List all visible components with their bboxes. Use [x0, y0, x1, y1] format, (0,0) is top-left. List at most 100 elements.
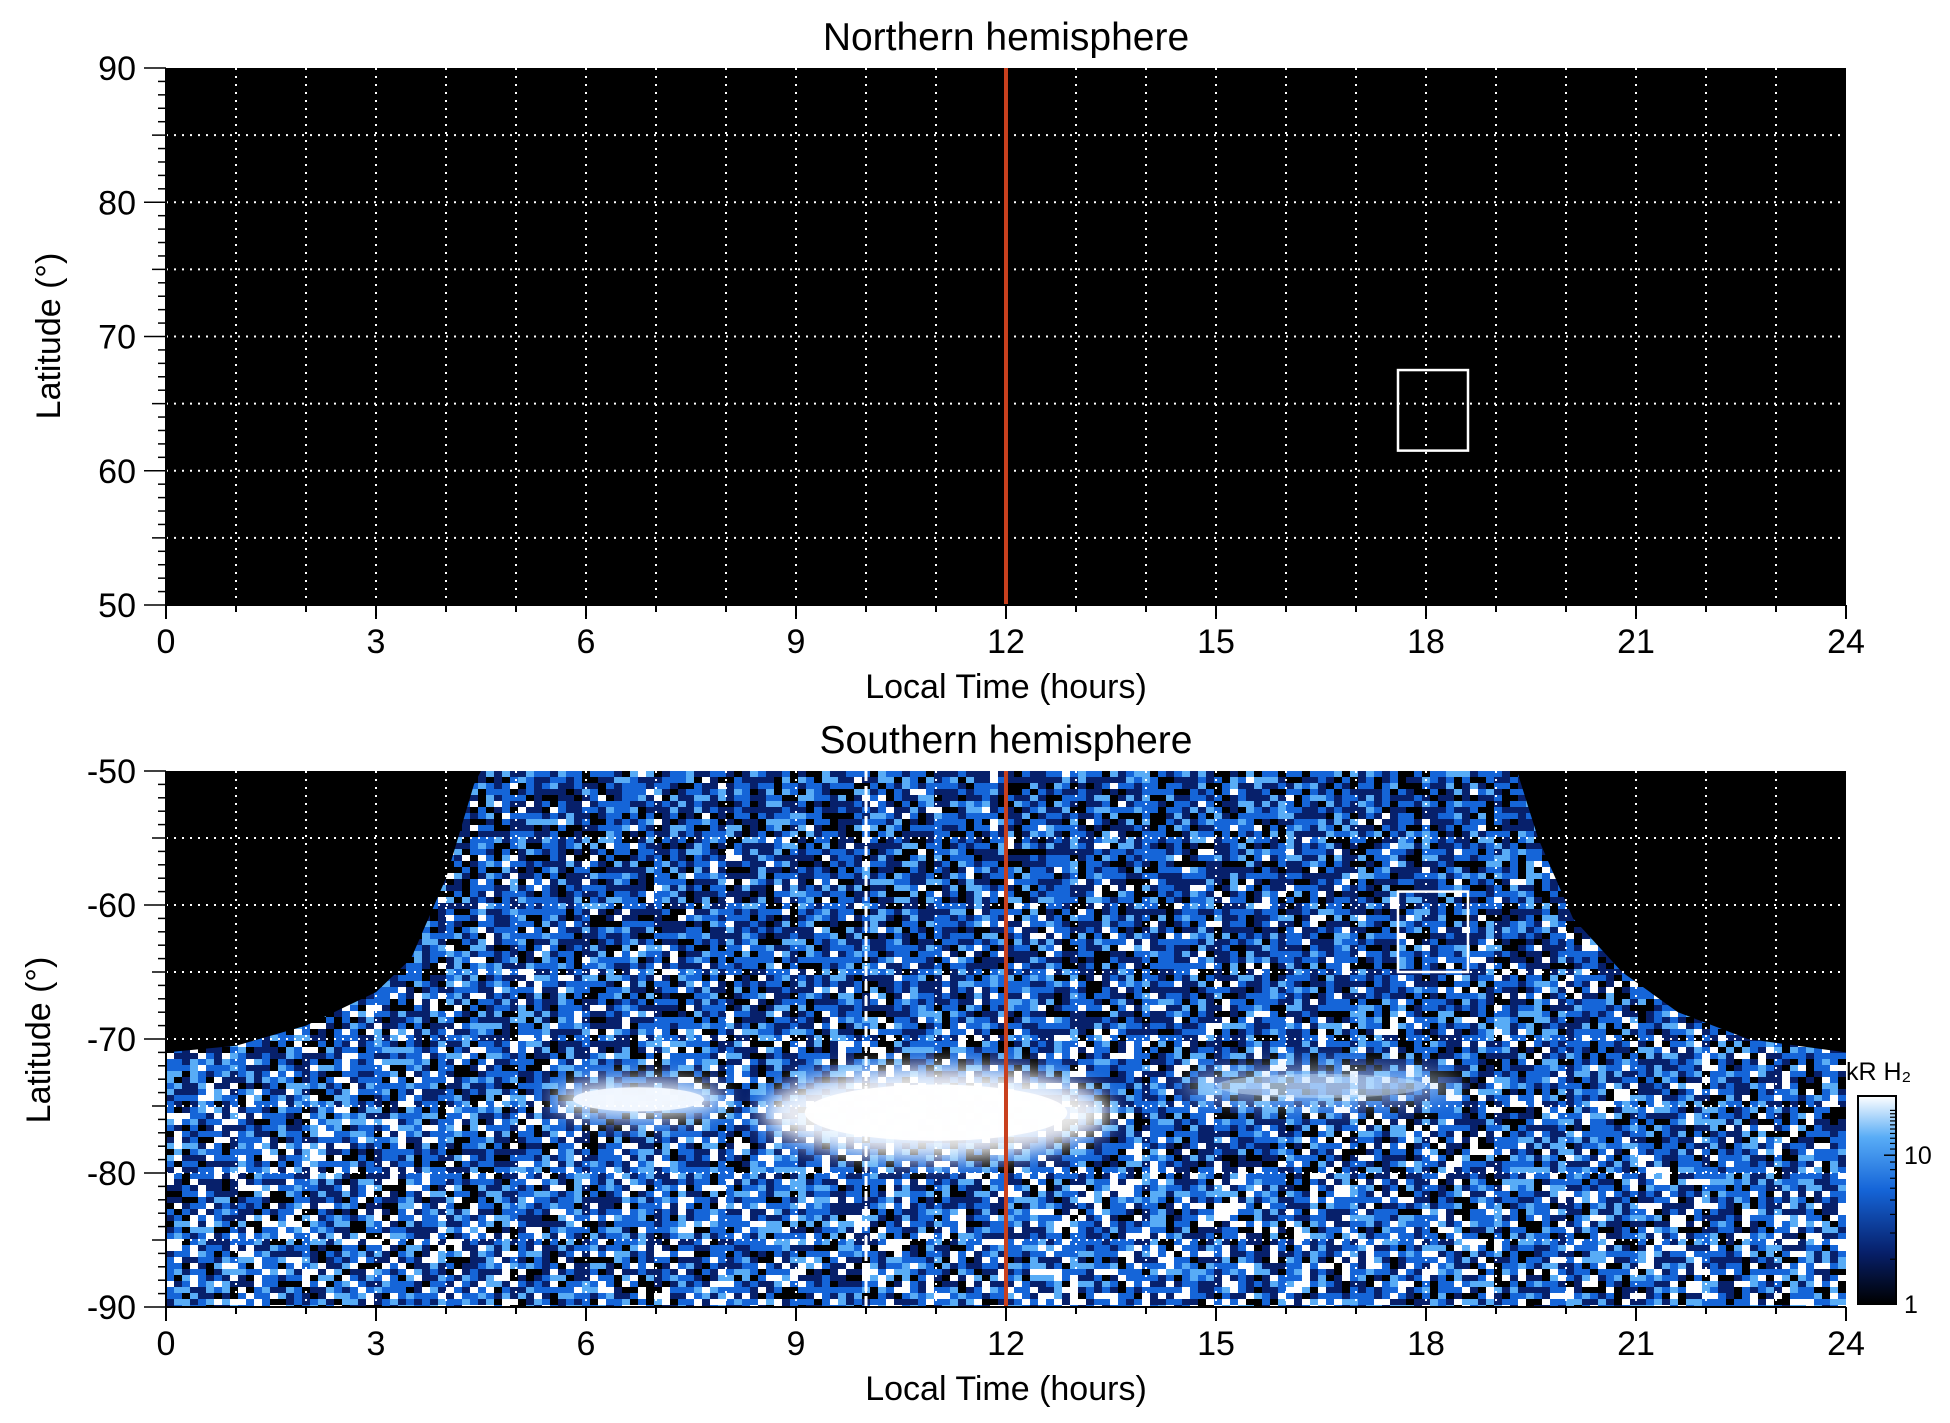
heatmap-cell [846, 807, 854, 813]
heatmap-cell [566, 843, 574, 849]
heatmap-cell [1470, 873, 1478, 879]
heatmap-cell [534, 849, 542, 855]
heatmap-cell [726, 879, 734, 885]
heatmap-cell [1334, 813, 1342, 819]
heatmap-cell [1326, 783, 1334, 789]
heatmap-cell [1430, 777, 1438, 783]
heatmap-cell [894, 795, 902, 801]
heatmap-cell [574, 807, 582, 813]
heatmap-cell [1470, 891, 1478, 897]
heatmap-cell [710, 807, 718, 813]
heatmap-cell [1518, 825, 1526, 831]
heatmap-cell [718, 843, 726, 849]
heatmap-cell [1174, 861, 1182, 867]
heatmap-cell [1134, 777, 1142, 783]
heatmap-cell [1262, 879, 1270, 885]
heatmap-cell [566, 825, 574, 831]
heatmap-cell [1046, 843, 1054, 849]
heatmap-cell [1478, 867, 1486, 873]
heatmap-cell [1310, 843, 1318, 849]
heatmap-cell [798, 813, 806, 819]
heatmap-cell [1494, 789, 1502, 795]
heatmap-cell [822, 879, 830, 885]
heatmap-cell [734, 843, 742, 849]
heatmap-cell [630, 867, 638, 873]
heatmap-cell [534, 795, 542, 801]
heatmap-cell [1062, 855, 1070, 861]
heatmap-cell [774, 831, 782, 837]
heatmap-cell [958, 807, 966, 813]
heatmap-cell [1470, 855, 1478, 861]
heatmap-cell [886, 795, 894, 801]
heatmap-cell [1094, 867, 1102, 873]
heatmap-cell [694, 849, 702, 855]
heatmap-cell [1334, 825, 1342, 831]
heatmap-cell [1062, 897, 1070, 903]
heatmap-cell [1246, 771, 1254, 777]
heatmap-cell [1366, 771, 1374, 777]
heatmap-cell [886, 885, 894, 891]
heatmap-cell [1438, 855, 1446, 861]
heatmap-cell [702, 795, 710, 801]
heatmap-cell [910, 897, 918, 903]
heatmap-cell [1438, 885, 1446, 891]
heatmap-cell [622, 897, 630, 903]
heatmap-cell [910, 813, 918, 819]
heatmap-cell [1054, 855, 1062, 861]
heatmap-cell [510, 885, 518, 891]
heatmap-cell [1270, 771, 1278, 777]
heatmap-cell [678, 885, 686, 891]
heatmap-cell [630, 789, 638, 795]
heatmap-cell [782, 771, 790, 777]
heatmap-cell [574, 801, 582, 807]
heatmap-cell [502, 873, 510, 879]
heatmap-cell [1238, 879, 1246, 885]
heatmap-cell [1486, 867, 1494, 873]
heatmap-cell [526, 813, 534, 819]
heatmap-cell [982, 831, 990, 837]
heatmap-cell [1334, 861, 1342, 867]
heatmap-cell [1382, 855, 1390, 861]
heatmap-cell [838, 891, 846, 897]
heatmap-cell [1150, 861, 1158, 867]
heatmap-cell [894, 771, 902, 777]
heatmap-cell [1166, 801, 1174, 807]
heatmap-cell [1438, 783, 1446, 789]
heatmap-cell [630, 855, 638, 861]
heatmap-cell [766, 885, 774, 891]
heatmap-cell [982, 873, 990, 879]
heatmap-cell [1118, 861, 1126, 867]
heatmap-cell [1198, 885, 1206, 891]
heatmap-cell [718, 777, 726, 783]
heatmap-cell [1294, 897, 1302, 903]
heatmap-cell [718, 813, 726, 819]
heatmap-cell [1078, 777, 1086, 783]
heatmap-cell [974, 867, 982, 873]
heatmap-cell [1326, 825, 1334, 831]
heatmap-cell [1254, 849, 1262, 855]
heatmap-cell [782, 879, 790, 885]
heatmap-cell [1486, 777, 1494, 783]
heatmap-cell [1166, 873, 1174, 879]
heatmap-cell [1342, 783, 1350, 789]
heatmap-cell [1014, 873, 1022, 879]
heatmap-cell [1446, 849, 1454, 855]
heatmap-cell [670, 819, 678, 825]
heatmap-cell [670, 897, 678, 903]
heatmap-cell [486, 807, 494, 813]
heatmap-cell [1486, 801, 1494, 807]
x-tick-label: 21 [1617, 623, 1655, 661]
heatmap-cell [1318, 807, 1326, 813]
heatmap-cell [902, 783, 910, 789]
north-y-axis-label: Latitude (°) [30, 253, 68, 420]
heatmap-cell [1238, 873, 1246, 879]
heatmap-cell [1054, 801, 1062, 807]
heatmap-cell [774, 873, 782, 879]
heatmap-cell [1038, 897, 1046, 903]
heatmap-cell [1550, 897, 1558, 903]
heatmap-cell [1502, 771, 1510, 777]
heatmap-cell [854, 825, 862, 831]
heatmap-cell [686, 849, 694, 855]
heatmap-cell [1166, 807, 1174, 813]
heatmap-cell [1398, 849, 1406, 855]
